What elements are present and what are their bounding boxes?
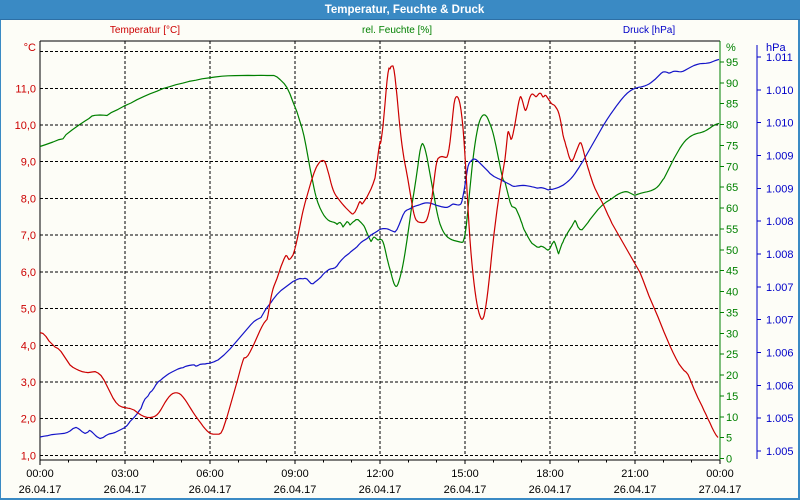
svg-text:°C: °C	[24, 42, 36, 54]
svg-text:27.04.17: 27.04.17	[699, 484, 742, 496]
svg-text:hPa: hPa	[766, 42, 786, 54]
svg-text:%: %	[726, 42, 736, 54]
svg-text:00:00: 00:00	[26, 468, 54, 480]
svg-text:2,0: 2,0	[21, 414, 36, 426]
svg-text:Druck [hPa]: Druck [hPa]	[623, 25, 675, 36]
svg-text:1.010: 1.010	[766, 85, 794, 97]
svg-text:26.04.17: 26.04.17	[444, 484, 487, 496]
svg-text:26.04.17: 26.04.17	[19, 484, 62, 496]
svg-text:03:00: 03:00	[111, 468, 139, 480]
svg-text:35: 35	[726, 307, 738, 319]
svg-text:5: 5	[726, 433, 732, 445]
svg-text:50: 50	[726, 245, 738, 257]
svg-text:10,0: 10,0	[15, 120, 36, 132]
svg-text:20: 20	[726, 370, 738, 382]
svg-text:1.007: 1.007	[766, 315, 794, 327]
svg-text:00:00: 00:00	[706, 468, 734, 480]
svg-text:25: 25	[726, 349, 738, 361]
svg-text:1.008: 1.008	[766, 216, 794, 228]
svg-text:21:00: 21:00	[621, 468, 649, 480]
svg-text:80: 80	[726, 120, 738, 132]
svg-text:26.04.17: 26.04.17	[529, 484, 572, 496]
svg-text:26.04.17: 26.04.17	[189, 484, 232, 496]
svg-text:1.005: 1.005	[766, 446, 794, 458]
svg-text:09:00: 09:00	[281, 468, 309, 480]
svg-text:75: 75	[726, 140, 738, 152]
svg-text:1.009: 1.009	[766, 151, 794, 163]
svg-text:30: 30	[726, 328, 738, 340]
svg-text:45: 45	[726, 266, 738, 278]
svg-text:85: 85	[726, 99, 738, 111]
svg-text:1.008: 1.008	[766, 249, 794, 261]
svg-text:26.04.17: 26.04.17	[359, 484, 402, 496]
svg-text:1.009: 1.009	[766, 183, 794, 195]
svg-text:55: 55	[726, 224, 738, 236]
svg-text:11,0: 11,0	[15, 83, 36, 95]
svg-text:12:00: 12:00	[366, 468, 394, 480]
svg-text:70: 70	[726, 161, 738, 173]
svg-text:4,0: 4,0	[21, 340, 36, 352]
svg-text:1,0: 1,0	[21, 450, 36, 462]
svg-text:06:00: 06:00	[196, 468, 224, 480]
svg-text:15:00: 15:00	[451, 468, 479, 480]
svg-text:0: 0	[726, 454, 732, 466]
svg-text:10: 10	[726, 412, 738, 424]
svg-text:3,0: 3,0	[21, 377, 36, 389]
svg-text:65: 65	[726, 182, 738, 194]
svg-text:1.011: 1.011	[766, 52, 793, 64]
svg-text:90: 90	[726, 78, 738, 90]
svg-text:7,0: 7,0	[21, 230, 36, 242]
svg-text:1.006: 1.006	[766, 348, 794, 360]
svg-text:1.010: 1.010	[766, 118, 794, 130]
svg-text:9,0: 9,0	[21, 157, 36, 169]
svg-text:Temperatur [°C]: Temperatur [°C]	[110, 25, 180, 36]
svg-text:6,0: 6,0	[21, 267, 36, 279]
svg-text:26.04.17: 26.04.17	[104, 484, 147, 496]
svg-text:60: 60	[726, 203, 738, 215]
svg-text:18:00: 18:00	[536, 468, 564, 480]
svg-text:26.04.17: 26.04.17	[614, 484, 657, 496]
svg-text:15: 15	[726, 391, 738, 403]
svg-text:95: 95	[726, 57, 738, 69]
svg-text:26.04.17: 26.04.17	[274, 484, 317, 496]
svg-text:1.005: 1.005	[766, 413, 794, 425]
svg-text:40: 40	[726, 287, 738, 299]
svg-text:1.006: 1.006	[766, 380, 794, 392]
svg-text:5,0: 5,0	[21, 304, 36, 316]
svg-text:8,0: 8,0	[21, 193, 36, 205]
svg-text:1.007: 1.007	[766, 282, 794, 294]
svg-text:rel. Feuchte [%]: rel. Feuchte [%]	[362, 25, 432, 36]
